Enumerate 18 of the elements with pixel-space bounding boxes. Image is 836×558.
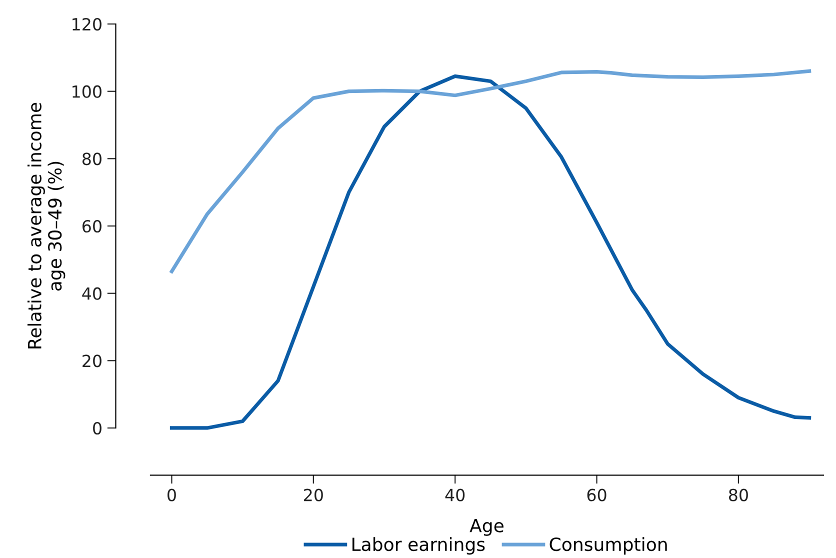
x-tick-label: 20 [304, 488, 323, 502]
x-tick-label: 80 [728, 488, 748, 502]
x-tick-label: 0 [168, 488, 176, 502]
y-tick-label: 100 [72, 85, 102, 98]
x-tick-label: 40 [445, 488, 465, 502]
y-tick-label: 20 [82, 354, 102, 368]
y-tick-label: 40 [82, 287, 102, 300]
legend-label: Consumption [550, 537, 667, 555]
y-tick-label: 60 [82, 220, 102, 233]
y-tick-label: 120 [72, 18, 102, 31]
y-tick-label: 80 [82, 152, 102, 166]
line-series [170, 74, 812, 430]
line-series [170, 69, 812, 274]
y-tick-label: 0 [93, 422, 102, 435]
x-tick-label: 60 [587, 488, 606, 502]
y-axis-title: Relative to average income age 30–49 (%) [28, 102, 66, 348]
legend-label: Labor earnings [352, 537, 485, 555]
x-axis-title: Age [470, 518, 504, 536]
